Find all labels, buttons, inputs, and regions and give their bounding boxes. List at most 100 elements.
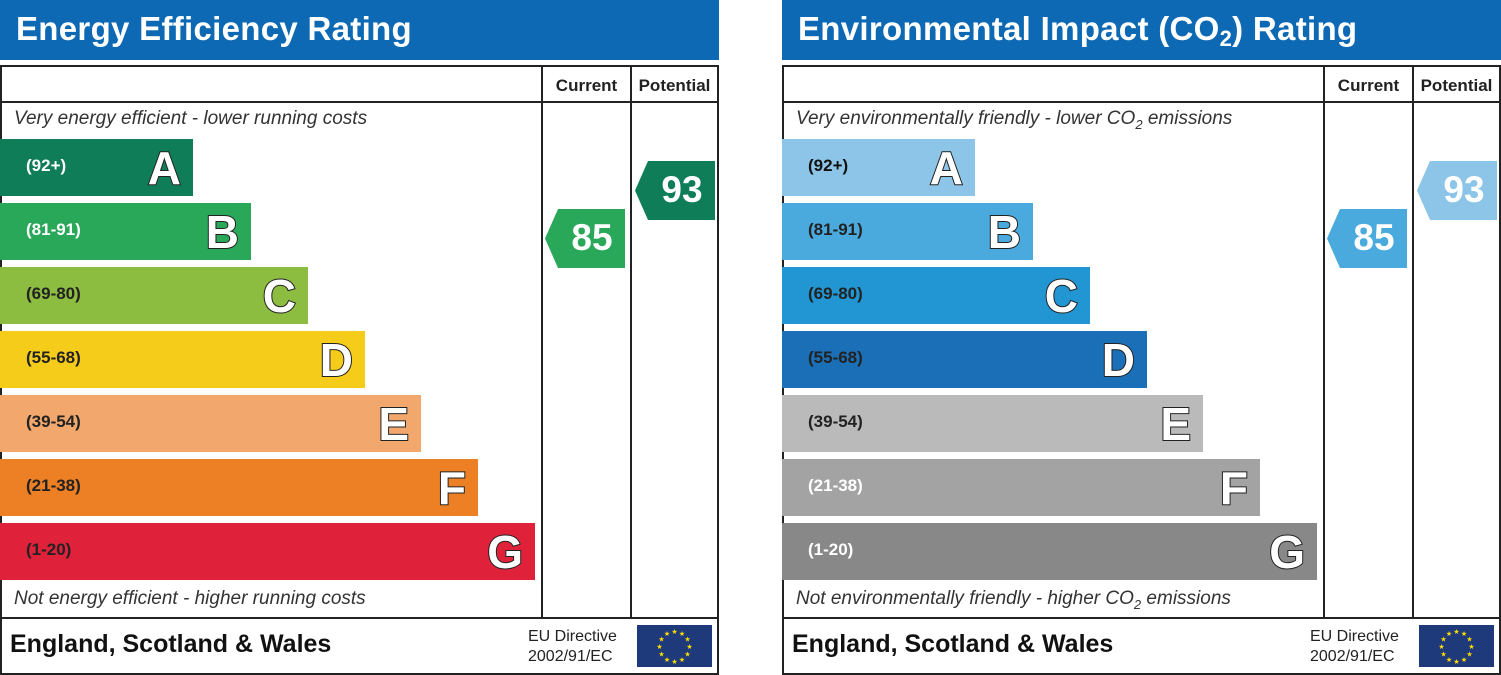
band-bar-c: (69-80) C: [0, 267, 308, 324]
potential-rating-arrow: 93: [1417, 161, 1497, 220]
band-letter: A: [147, 141, 182, 195]
eu-directive-line1: EU Directive: [528, 628, 617, 645]
svg-text:★: ★: [1461, 656, 1467, 664]
title: Environmental Impact (CO: [798, 10, 1220, 47]
band-letter: E: [1159, 397, 1192, 451]
current-rating-value: 85: [1353, 217, 1395, 258]
environmental-impact-panel: Environmental Impact (CO2) Rating Current…: [782, 0, 1501, 675]
svg-text:★: ★: [684, 651, 690, 659]
potential-column-header: Potential: [1420, 76, 1493, 95]
title: Energy Efficiency Rating: [16, 10, 412, 47]
top_note: Very environmentally friendly - lower CO: [796, 108, 1136, 129]
column-divider: [541, 67, 543, 619]
header-divider: [2, 101, 717, 103]
svg-text:★: ★: [1466, 651, 1472, 659]
svg-text:★: ★: [671, 658, 677, 666]
chart-title: Environmental Impact (CO2) Rating: [782, 0, 1501, 60]
band-bar-a: (92+) A: [0, 139, 193, 196]
svg-text:★: ★: [664, 656, 670, 664]
potential-column-header: Potential: [638, 76, 711, 95]
column-divider: [630, 67, 632, 619]
current-rating-arrow: 85: [545, 209, 625, 268]
band-letter: D: [319, 333, 354, 387]
band-letter: G: [1268, 525, 1306, 579]
potential-rating-value: 93: [661, 169, 703, 210]
band-range: (81-91): [26, 220, 81, 239]
svg-text:★: ★: [684, 636, 690, 644]
potential-rating-value: 93: [1443, 169, 1485, 210]
current-rating-arrow: 85: [1327, 209, 1407, 268]
band-bar-f: (21-38) F: [782, 459, 1260, 516]
svg-text:★: ★: [1466, 636, 1472, 644]
chart-title: Energy Efficiency Rating: [0, 0, 719, 60]
top_note: Very energy efficient - lower running co…: [14, 108, 368, 129]
band-bar-g: (1-20) G: [782, 523, 1317, 580]
bottom_note: Not environmentally friendly - higher CO: [796, 588, 1134, 609]
current-column-header: Current: [555, 76, 618, 95]
bottom_note: Not energy efficient - higher running co…: [14, 588, 366, 609]
current-column-header: Current: [1337, 76, 1400, 95]
svg-text:★: ★: [679, 630, 685, 638]
svg-text:★: ★: [658, 636, 664, 644]
column-divider: [1323, 67, 1325, 619]
region-label: England, Scotland & Wales: [792, 630, 1114, 658]
svg-text:★: ★: [1446, 630, 1452, 638]
svg-text:★: ★: [1453, 628, 1459, 636]
svg-text:★: ★: [671, 628, 677, 636]
eu-directive-line2: 2002/91/EC: [528, 648, 613, 665]
svg-text:★: ★: [1440, 651, 1446, 659]
band-bar-b: (81-91) B: [782, 203, 1033, 260]
bottom-note: Not environmentally friendly - higher CO…: [796, 588, 1231, 612]
current-rating-value: 85: [571, 217, 613, 258]
eu-directive-line2: 2002/91/EC: [1310, 648, 1395, 665]
top-note: Very environmentally friendly - lower CO…: [796, 108, 1232, 132]
band-letter: E: [377, 397, 410, 451]
band-range: (39-54): [26, 412, 81, 431]
band-range: (69-80): [26, 284, 81, 303]
band-bar-e: (39-54) E: [782, 395, 1203, 452]
band-bar-d: (55-68) D: [0, 331, 365, 388]
band-range: (92+): [26, 156, 67, 175]
potential-rating-arrow: 93: [635, 161, 715, 220]
band-letter: G: [486, 525, 524, 579]
footer-divider: [784, 617, 1499, 619]
band-range: (1-20): [26, 540, 72, 559]
band-letter: C: [262, 269, 297, 323]
bottom_note-end: emissions: [1141, 588, 1231, 609]
band-bar-c: (69-80) C: [782, 267, 1090, 324]
svg-text:★: ★: [1468, 643, 1474, 651]
title-sub: 2: [1219, 26, 1233, 51]
band-range: (55-68): [808, 348, 863, 367]
bottom-note: Not energy efficient - higher running co…: [14, 588, 366, 610]
svg-text:★: ★: [1446, 656, 1452, 664]
band-range: (21-38): [26, 476, 81, 495]
band-range: (55-68): [26, 348, 81, 367]
eu-directive: EU Directive 2002/91/EC: [1310, 627, 1399, 667]
energy-efficiency-panel: Energy Efficiency Rating Current Potential…: [0, 0, 719, 675]
band-bar-g: (1-20) G: [0, 523, 535, 580]
top-note: Very energy efficient - lower running co…: [14, 108, 367, 130]
svg-text:★: ★: [686, 643, 692, 651]
header-divider: [784, 101, 1499, 103]
region-label: England, Scotland & Wales: [10, 630, 332, 658]
top_note-sub: 2: [1135, 116, 1143, 132]
eu-flag-icon: ★ ★ ★ ★ ★ ★ ★ ★ ★ ★ ★ ★: [1419, 625, 1494, 667]
band-letter: B: [987, 205, 1022, 259]
top_note-end: emissions: [1142, 108, 1233, 129]
eu-directive-line1: EU Directive: [1310, 628, 1399, 645]
band-range: (39-54): [808, 412, 863, 431]
svg-text:★: ★: [1461, 630, 1467, 638]
band-letter: D: [1101, 333, 1136, 387]
band-bar-e: (39-54) E: [0, 395, 421, 452]
svg-text:★: ★: [1440, 636, 1446, 644]
band-bar-d: (55-68) D: [782, 331, 1147, 388]
bottom_note-sub: 2: [1133, 596, 1142, 612]
eu-flag-icon: ★ ★ ★ ★ ★ ★ ★ ★ ★ ★ ★ ★: [637, 625, 712, 667]
footer-divider: [2, 617, 717, 619]
band-letter: F: [1219, 461, 1249, 515]
band-range: (21-38): [808, 476, 863, 495]
band-letter: F: [437, 461, 467, 515]
band-bar-b: (81-91) B: [0, 203, 251, 260]
eu-directive: EU Directive 2002/91/EC: [528, 627, 617, 667]
band-letter: C: [1044, 269, 1079, 323]
